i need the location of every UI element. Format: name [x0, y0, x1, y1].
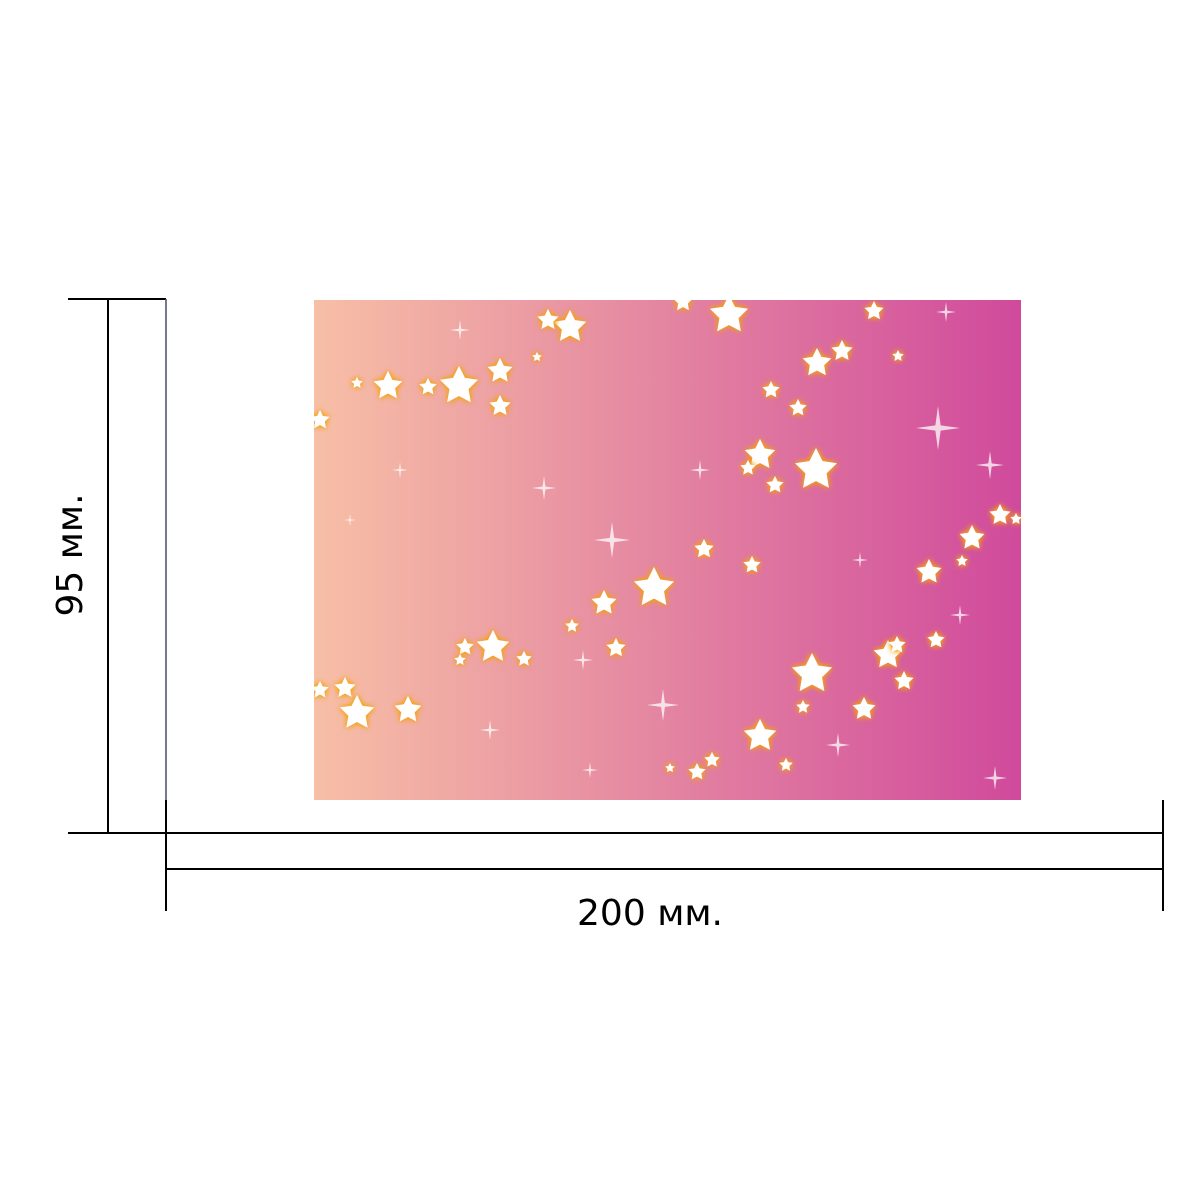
star-icon: [456, 638, 474, 655]
width-dimension: 200 мм.: [165, 800, 1164, 934]
star-icon: [565, 619, 579, 632]
star-icon: [339, 695, 375, 728]
card-preview: [314, 300, 1021, 800]
sparkle-icon: [950, 605, 970, 625]
star-icon: [795, 448, 837, 488]
star-icon: [373, 371, 403, 399]
sparkle-icon: [936, 302, 956, 322]
star-icon: [634, 567, 674, 605]
star-icon: [688, 763, 706, 780]
star-icon: [489, 395, 511, 415]
sparkle-icon: [480, 720, 500, 740]
star-icon: [591, 590, 617, 614]
star-icon: [852, 697, 876, 719]
sparkle-icon: [916, 406, 960, 450]
star-icon: [704, 752, 720, 767]
sparkle-icon: [852, 552, 868, 568]
star-icon: [674, 300, 692, 311]
star-icon: [743, 719, 777, 750]
star-icon: [351, 377, 363, 388]
star-layer: [314, 300, 1021, 780]
star-icon: [440, 366, 478, 403]
star-icon: [802, 348, 832, 376]
star-icon: [665, 763, 675, 772]
star-icon: [553, 310, 587, 341]
star-icon: [710, 300, 748, 332]
sparkle-icon: [582, 762, 598, 778]
star-icon: [762, 381, 780, 398]
star-icon: [789, 399, 807, 416]
star-icon: [927, 631, 945, 648]
star-icon: [959, 525, 985, 549]
sparkle-icon: [976, 451, 1004, 479]
star-icon: [694, 539, 714, 558]
star-icon: [792, 653, 832, 691]
star-icon: [892, 350, 904, 361]
star-icon: [864, 301, 884, 320]
star-icon: [743, 556, 761, 573]
sparkle-icon: [450, 320, 470, 340]
sparkle-icon: [392, 462, 408, 478]
sparkle-icon: [690, 460, 710, 480]
star-icon: [894, 671, 914, 690]
star-icon: [419, 378, 437, 395]
sparkle-icon: [594, 522, 630, 558]
sparkle-icon: [532, 476, 556, 500]
star-icon: [532, 352, 542, 361]
height-label: 95 мм.: [50, 493, 91, 616]
star-icon: [1010, 513, 1021, 524]
star-icon: [476, 630, 510, 661]
star-icon: [831, 340, 853, 360]
star-icon: [888, 636, 906, 653]
star-icon: [314, 681, 329, 698]
star-icon: [516, 651, 532, 666]
star-icon: [740, 460, 756, 475]
width-label: 200 мм.: [577, 893, 723, 934]
star-icon: [956, 555, 968, 566]
star-icon: [989, 504, 1011, 524]
star-icon: [766, 476, 784, 493]
star-icon: [537, 309, 559, 329]
star-icon: [606, 638, 626, 657]
star-icon: [334, 677, 356, 697]
star-icon: [487, 358, 513, 382]
star-icon: [454, 654, 466, 665]
sparkle-icon: [647, 689, 679, 721]
star-icon: [873, 640, 903, 668]
star-icon: [796, 700, 810, 713]
star-icon: [916, 559, 942, 583]
star-icon: [314, 410, 330, 429]
star-icon: [394, 696, 422, 722]
sparkle-icon: [573, 650, 593, 670]
sparkle-icon: [344, 514, 356, 526]
sparkle-layer: [344, 302, 1007, 790]
star-icon: [744, 439, 776, 468]
height-dimension: 95 мм.: [50, 298, 167, 834]
card-background: [314, 300, 1021, 800]
sparkle-icon: [983, 766, 1007, 790]
star-icon: [779, 758, 793, 771]
sparkle-icon: [826, 733, 850, 757]
